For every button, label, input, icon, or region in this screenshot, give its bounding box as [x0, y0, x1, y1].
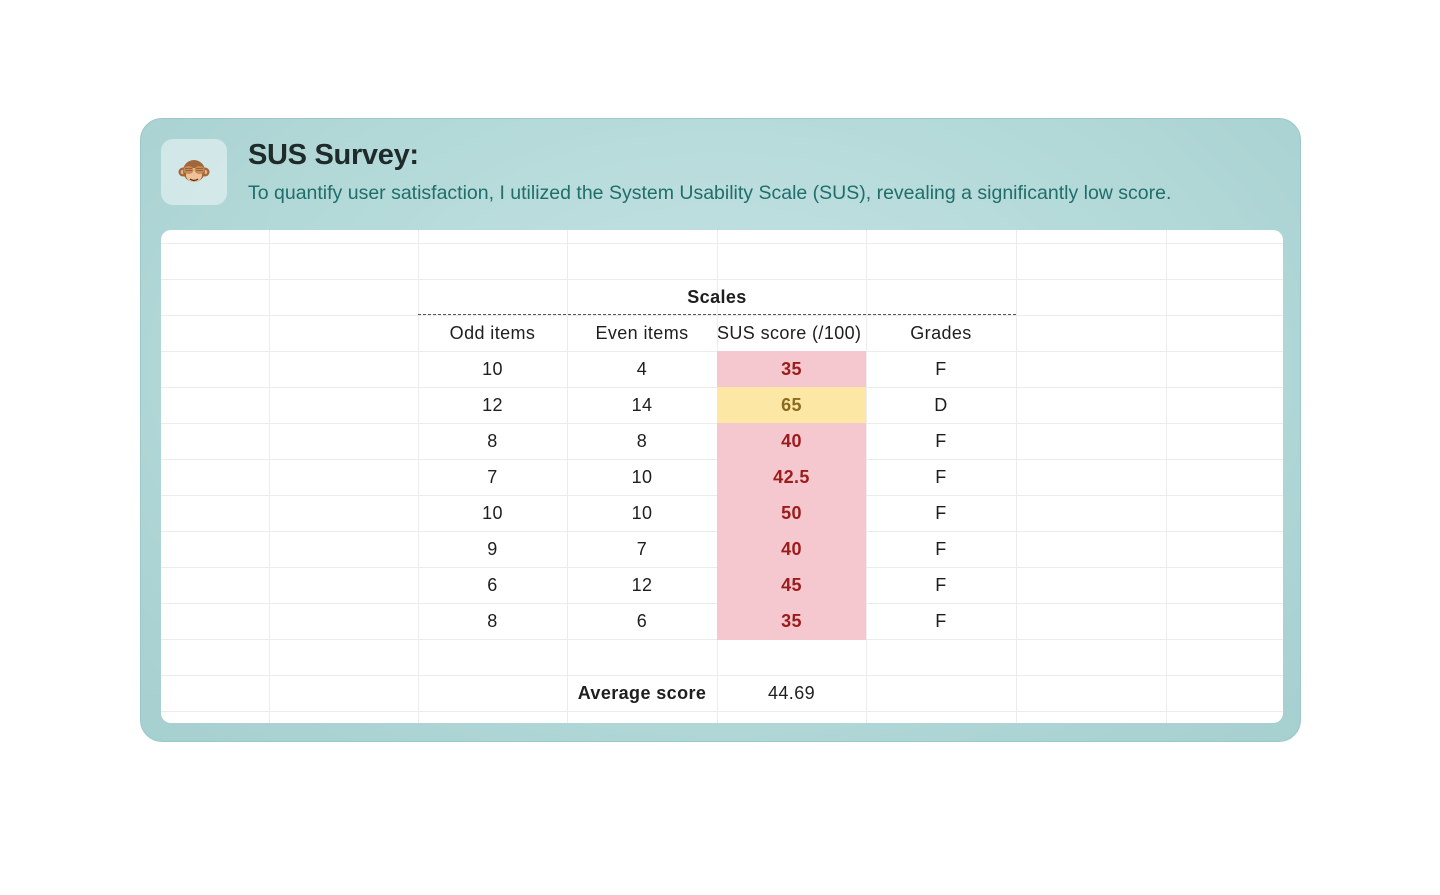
sus-score-header: SUS score (/100): [717, 323, 862, 343]
sus-score-cell: 42.5: [717, 459, 866, 496]
even-items-cell: 7: [636, 539, 648, 559]
odd-items-cell: 6: [487, 575, 498, 595]
sus-score-cell: 35: [717, 351, 866, 388]
grade-cell: F: [935, 503, 947, 523]
grade-cell: F: [935, 359, 947, 379]
even-items-cell: 8: [636, 431, 648, 451]
odd-items-cell: 12: [482, 395, 503, 415]
odd-items-header: Odd items: [449, 323, 536, 343]
sus-survey-card: SUS Survey: To quantify user satisfactio…: [140, 118, 1301, 742]
grade-cell: F: [935, 539, 947, 559]
sus-score-cell: 40: [717, 531, 866, 568]
scales-divider: [418, 314, 1016, 315]
grade-cell: F: [935, 431, 947, 451]
odd-items-cell: 10: [482, 503, 503, 523]
average-score-label: Average score: [577, 683, 707, 703]
page-subtitle: To quantify user satisfaction, I utilize…: [248, 182, 1172, 204]
even-items-cell: 10: [631, 503, 653, 523]
scales-group-header: Scales: [687, 287, 747, 307]
even-items-cell: 6: [636, 611, 648, 631]
odd-items-cell: 8: [487, 611, 498, 631]
grade-cell: D: [934, 395, 948, 415]
odd-items-cell: 8: [487, 431, 498, 451]
sus-score-cell: 65: [717, 387, 866, 424]
sus-score-cell: 35: [717, 603, 866, 640]
grade-cell: F: [935, 467, 947, 487]
icon-container: [161, 139, 227, 205]
even-items-cell: 10: [631, 467, 653, 487]
spreadsheet-table: Scales Odd items Even items SUS score (/100…: [161, 230, 1283, 723]
sus-score-cell: 40: [717, 423, 866, 460]
odd-items-cell: 10: [482, 359, 503, 379]
even-items-cell: 14: [631, 395, 653, 415]
page-title: SUS Survey:: [248, 139, 419, 171]
even-items-header: Even items: [595, 323, 689, 343]
even-items-cell: 12: [631, 575, 653, 595]
odd-items-cell: 9: [487, 539, 498, 559]
grades-header: Grades: [910, 323, 972, 343]
grade-cell: F: [935, 575, 947, 595]
grade-cell: F: [935, 611, 947, 631]
average-score-value: 44.69: [767, 683, 816, 703]
sus-score-cell: 45: [717, 567, 866, 604]
odd-items-cell: 7: [487, 467, 498, 487]
even-items-cell: 4: [636, 359, 648, 379]
sus-score-cell: 50: [717, 495, 866, 532]
see-no-evil-monkey-icon: [178, 160, 210, 182]
